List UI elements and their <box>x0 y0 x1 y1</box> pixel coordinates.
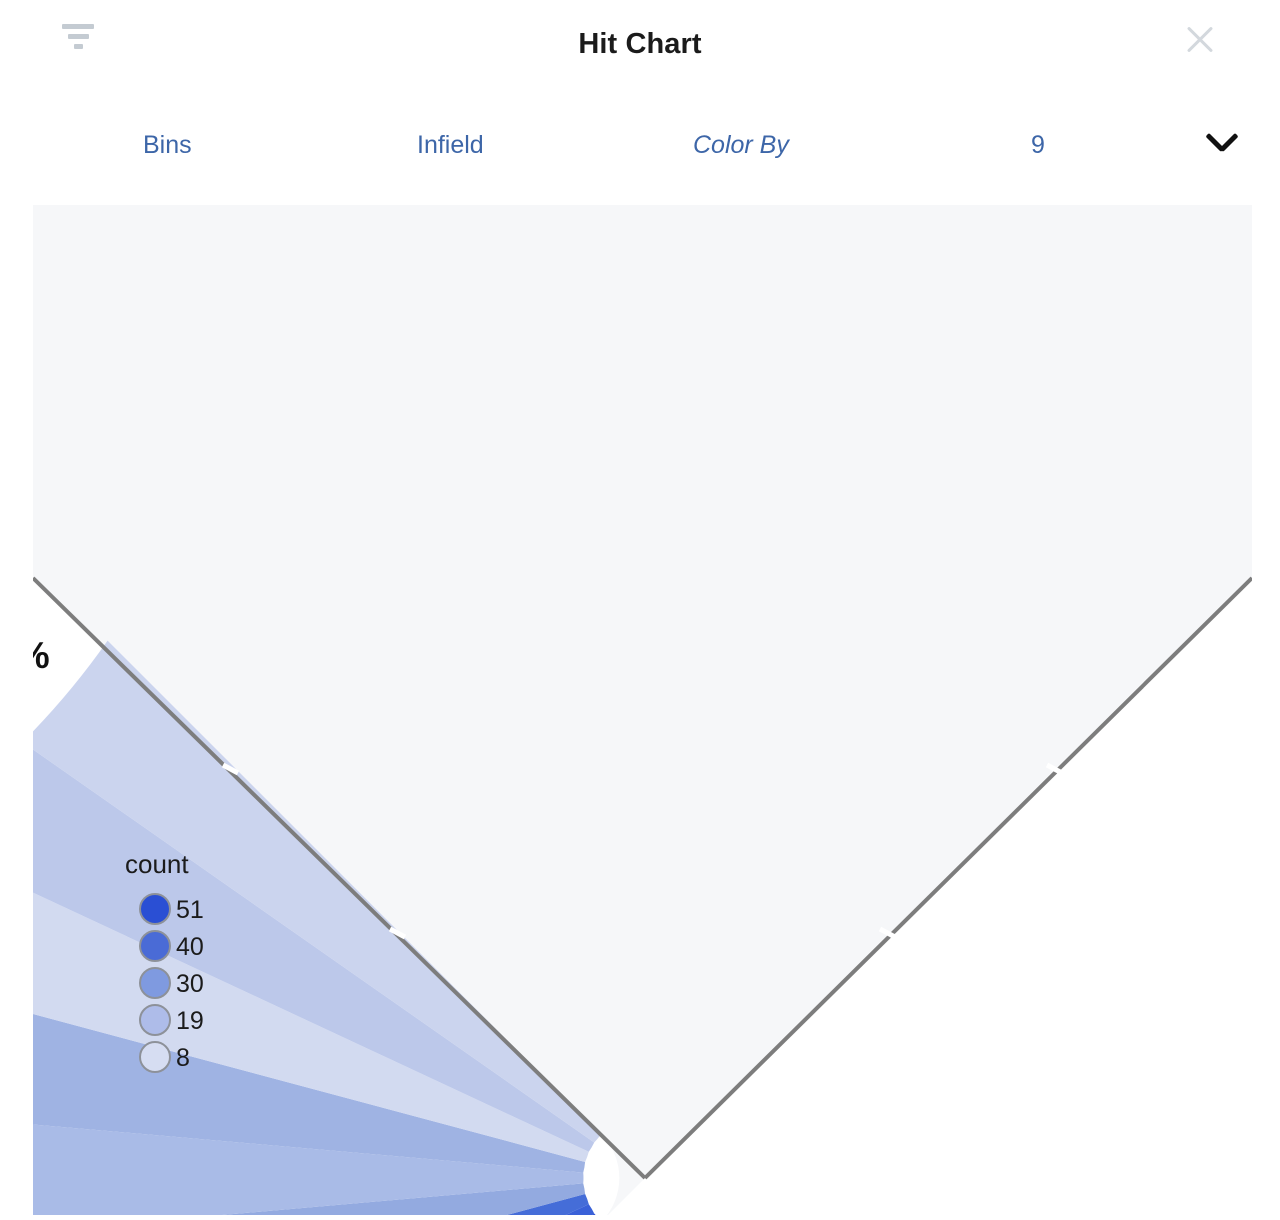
legend-value: 51 <box>176 896 204 924</box>
percentage-labels: 22%21%19%10%7%7%4%5%5% <box>33 635 50 676</box>
base-marker-first-outer <box>878 926 897 940</box>
filter-bar-top <box>62 24 94 29</box>
page-title: Hit Chart <box>578 28 702 60</box>
hit-wedge[interactable] <box>33 742 595 1152</box>
chevron-stroke-right <box>1219 132 1239 153</box>
chevron-down-icon[interactable] <box>1205 132 1239 160</box>
legend-swatch <box>139 1041 171 1073</box>
infield-inner-arc <box>601 1134 645 1215</box>
base-marker-third <box>221 762 240 776</box>
hit-chart-plot: 22%21%19%10%7%7%4%5%5% count 51 40 30 19 8 <box>33 205 1252 1215</box>
base-marker-third-outer <box>388 926 407 940</box>
hit-wedge[interactable] <box>33 640 602 1143</box>
foul-line-right <box>643 576 1252 1180</box>
baseball-field-svg: 22%21%19%10%7%7%4%5%5% count 51 40 30 19 8 <box>33 205 1252 1215</box>
hit-wedge[interactable] <box>33 857 589 1162</box>
chart-legend: count 51 40 30 19 8 <box>125 849 204 1073</box>
bins-control[interactable]: Bins <box>143 131 192 159</box>
hit-wedge[interactable] <box>33 1112 584 1215</box>
wedge-group <box>33 640 602 1215</box>
legend-value: 30 <box>176 970 204 998</box>
color-by-control[interactable]: Color By <box>693 131 789 159</box>
hit-wedge[interactable] <box>33 1213 601 1215</box>
legend-value: 40 <box>176 933 204 961</box>
legend-swatch <box>139 930 171 962</box>
wedge-percentage-label: 5% <box>33 635 50 676</box>
legend-value: 8 <box>176 1044 190 1072</box>
legend-items: 51 40 30 19 8 <box>139 893 204 1073</box>
close-icon[interactable] <box>1182 22 1218 58</box>
filter-bar-bottom <box>73 44 83 49</box>
hit-wedge[interactable] <box>33 1204 595 1215</box>
hit-wedge[interactable] <box>33 1183 586 1215</box>
base-marker-first <box>1045 762 1064 776</box>
filter-icon[interactable] <box>57 24 99 58</box>
legend-value: 19 <box>176 1007 204 1035</box>
hit-wedge[interactable] <box>33 981 586 1173</box>
chart-controls: Bins Infield Color By 9 <box>0 98 1280 203</box>
legend-swatch <box>139 967 171 999</box>
legend-swatch <box>139 1004 171 1036</box>
foul-line-left <box>33 576 647 1180</box>
window-titlebar: Hit Chart <box>0 0 1280 98</box>
field-background <box>33 205 1252 1178</box>
color-by-value[interactable]: 9 <box>1031 131 1045 159</box>
legend-swatch <box>139 893 171 925</box>
base-markers <box>221 762 1064 940</box>
infield-control[interactable]: Infield <box>417 131 484 159</box>
legend-title: count <box>125 849 189 879</box>
foul-lines <box>33 576 1252 1180</box>
filter-bar-middle <box>67 34 89 39</box>
hit-wedge[interactable] <box>33 1194 589 1215</box>
